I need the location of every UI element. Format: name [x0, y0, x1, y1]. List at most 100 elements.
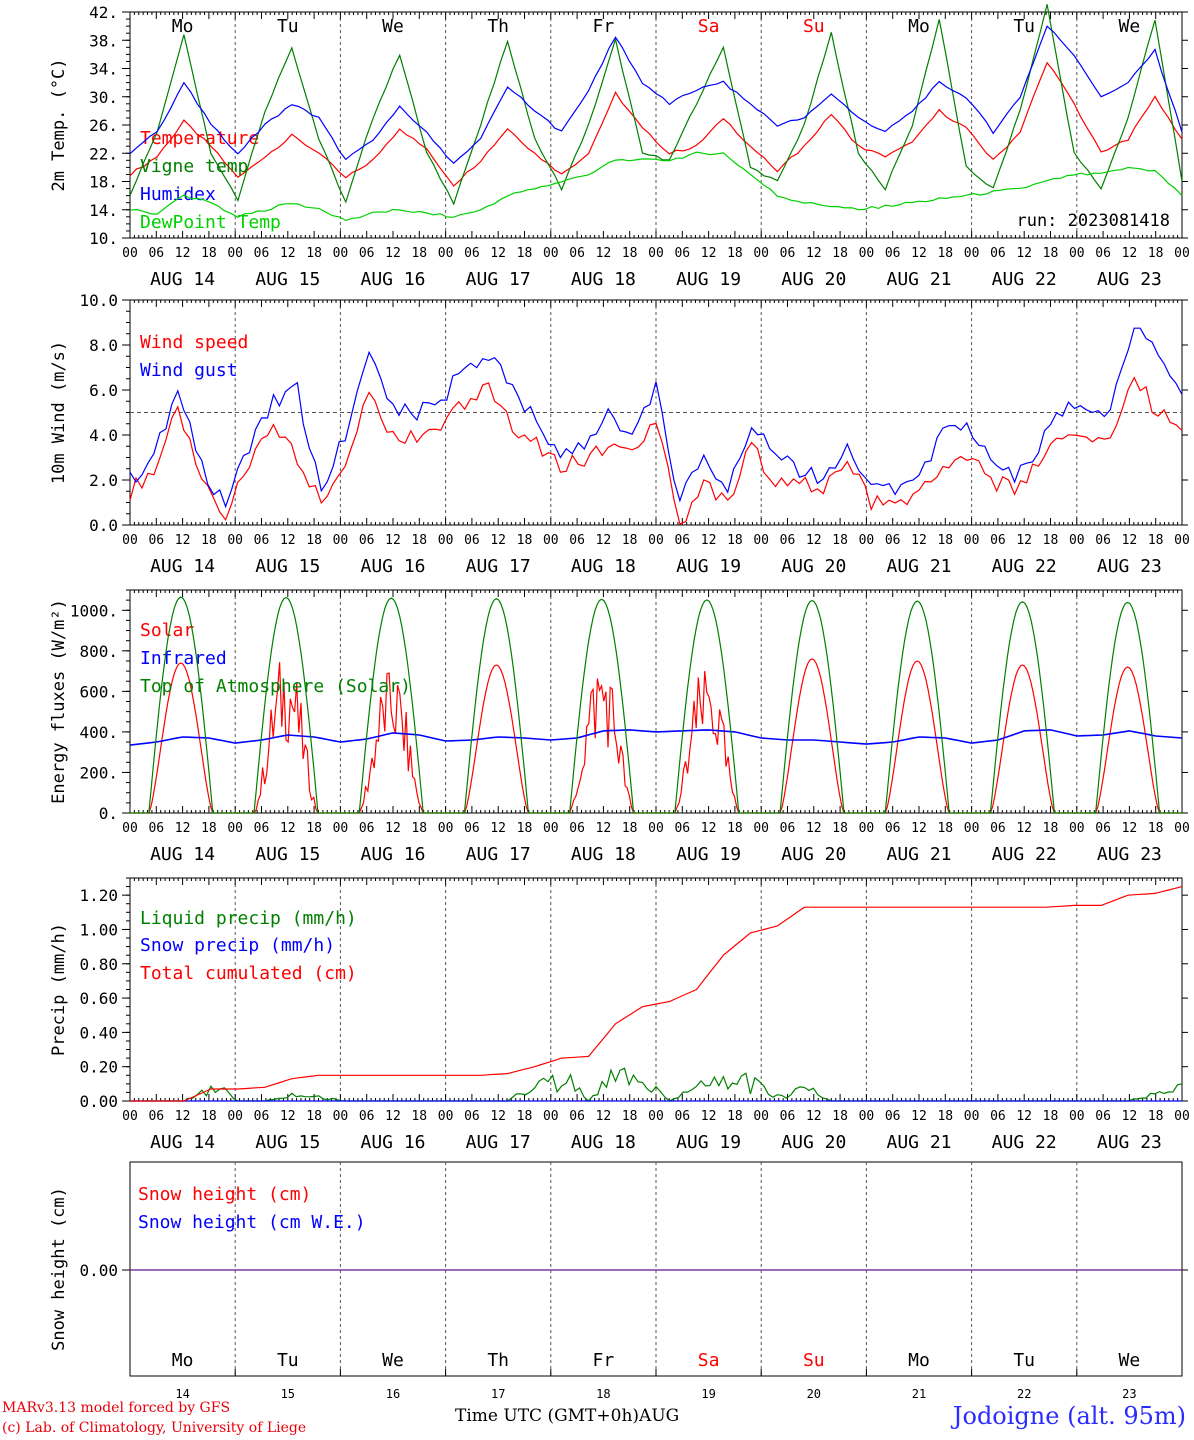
hour-tick-label: 00: [122, 246, 138, 261]
legend-entry: Wind gust: [140, 360, 238, 381]
hour-tick-label: 18: [727, 821, 743, 836]
hour-tick-label: 00: [543, 1109, 559, 1124]
legend-entry: Top of Atmosphere (Solar): [140, 676, 411, 697]
y-tick-label: 30.: [89, 88, 118, 107]
y-tick-label: 2.0: [89, 471, 118, 490]
hour-tick-label: 18: [411, 821, 427, 836]
hour-tick-label: 12: [175, 246, 191, 261]
date-label: AUG 21: [886, 844, 951, 865]
hour-tick-label: 18: [622, 246, 638, 261]
hour-tick-label: 12: [1122, 533, 1138, 548]
hour-tick-label: 18: [1148, 1109, 1164, 1124]
y-tick-label: 14.: [89, 201, 118, 220]
date-label: AUG 22: [992, 556, 1057, 577]
day-name: Tu: [1013, 1350, 1035, 1371]
hour-tick-label: 12: [806, 246, 822, 261]
hour-tick-label: 12: [490, 246, 506, 261]
y-tick-label: 34.: [89, 60, 118, 79]
y-tick-label: 600.: [79, 682, 118, 701]
hour-tick-label: 18: [832, 821, 848, 836]
hour-tick-label: 00: [1069, 533, 1085, 548]
date-label: AUG 16: [360, 844, 425, 865]
day-number: 17: [491, 1387, 505, 1401]
y-axis-label: Snow height (cm): [49, 1187, 69, 1351]
hour-tick-label: 18: [1148, 246, 1164, 261]
panel-4: 0.00 0.20 0.40 0.60 0.80 1.00 1.20 Precip (mm/h…: [49, 877, 1190, 1153]
hour-tick-label: 12: [1122, 246, 1138, 261]
day-name: We: [1119, 16, 1141, 37]
hour-tick-label: 12: [911, 246, 927, 261]
panel-5: 0.00 Snow height (cm) Snow height (cm) Snow…: [49, 1161, 1188, 1401]
hour-tick-label: 12: [1016, 533, 1032, 548]
hour-tick-label: 12: [1122, 1109, 1138, 1124]
date-label: AUG 18: [571, 1132, 636, 1153]
hour-tick-label: 18: [517, 821, 533, 836]
hour-tick-label: 06: [148, 533, 164, 548]
hour-tick-label: 00: [859, 246, 875, 261]
series-line-wind-gust: [129, 327, 1183, 509]
hour-tick-label: 00: [227, 821, 243, 836]
hour-tick-label: 18: [517, 246, 533, 261]
hour-tick-label: 12: [911, 821, 927, 836]
y-tick-label: 0.20: [79, 1058, 118, 1077]
date-label: AUG 20: [781, 269, 846, 290]
date-label: AUG 22: [992, 844, 1057, 865]
hour-tick-label: 18: [306, 246, 322, 261]
hour-tick-label: 06: [674, 821, 690, 836]
hour-tick-label: 06: [990, 246, 1006, 261]
hour-tick-label: 06: [569, 246, 585, 261]
hour-tick-label: 06: [885, 533, 901, 548]
day-name: We: [382, 1350, 404, 1371]
date-label: AUG 19: [676, 269, 741, 290]
panel-2: 0.0 2.0 4.0 6.0 8.0 10.0 10m Wind (m/s) 00 06 12 1…: [49, 291, 1190, 577]
hour-tick-label: 12: [385, 533, 401, 548]
legend-entry: Wind speed: [140, 332, 248, 353]
hour-tick-label: 00: [648, 1109, 664, 1124]
hour-tick-label: 06: [990, 1109, 1006, 1124]
date-label: AUG 16: [360, 1132, 425, 1153]
day-number: 18: [596, 1387, 610, 1401]
hour-tick-label: 12: [596, 246, 612, 261]
hour-tick-label: 00: [122, 1109, 138, 1124]
hour-tick-label: 06: [464, 821, 480, 836]
hour-tick-label: 12: [1016, 246, 1032, 261]
date-label: AUG 20: [781, 844, 846, 865]
y-tick-label: 8.0: [89, 336, 118, 355]
hour-tick-label: 18: [937, 246, 953, 261]
legend-entry: Liquid precip (mm/h): [140, 908, 357, 929]
hour-tick-label: 06: [780, 821, 796, 836]
hour-tick-label: 06: [885, 821, 901, 836]
hour-tick-label: 00: [1174, 821, 1190, 836]
day-name: Tu: [277, 1350, 299, 1371]
hour-tick-label: 18: [937, 533, 953, 548]
hour-tick-label: 00: [543, 821, 559, 836]
date-label: AUG 14: [150, 269, 215, 290]
hour-tick-label: 00: [648, 533, 664, 548]
hour-tick-label: 12: [911, 533, 927, 548]
hour-tick-label: 12: [701, 821, 717, 836]
y-tick-label: 400.: [79, 723, 118, 742]
date-label: AUG 15: [255, 269, 320, 290]
day-number: 21: [912, 1387, 926, 1401]
hour-tick-label: 00: [438, 533, 454, 548]
hour-tick-label: 18: [1043, 246, 1059, 261]
hour-tick-label: 00: [227, 1109, 243, 1124]
y-tick-label: 1000.: [70, 601, 118, 620]
hour-tick-label: 18: [517, 1109, 533, 1124]
hour-tick-label: 00: [438, 246, 454, 261]
hour-tick-label: 12: [806, 1109, 822, 1124]
date-label: AUG 14: [150, 1132, 215, 1153]
hour-tick-label: 12: [1016, 1109, 1032, 1124]
hour-tick-label: 18: [622, 1109, 638, 1124]
y-tick-label: 26.: [89, 116, 118, 135]
hour-tick-label: 18: [201, 533, 217, 548]
y-tick-label: 0.: [99, 804, 118, 823]
hour-tick-label: 12: [1016, 821, 1032, 836]
hour-tick-label: 18: [1043, 533, 1059, 548]
day-number: 20: [807, 1387, 821, 1401]
date-label: AUG 17: [466, 1132, 531, 1153]
station-name: Jodoigne (alt. 95m): [952, 1402, 1186, 1430]
day-number: 19: [701, 1387, 715, 1401]
date-label: AUG 23: [1097, 844, 1162, 865]
hour-tick-label: 12: [701, 246, 717, 261]
